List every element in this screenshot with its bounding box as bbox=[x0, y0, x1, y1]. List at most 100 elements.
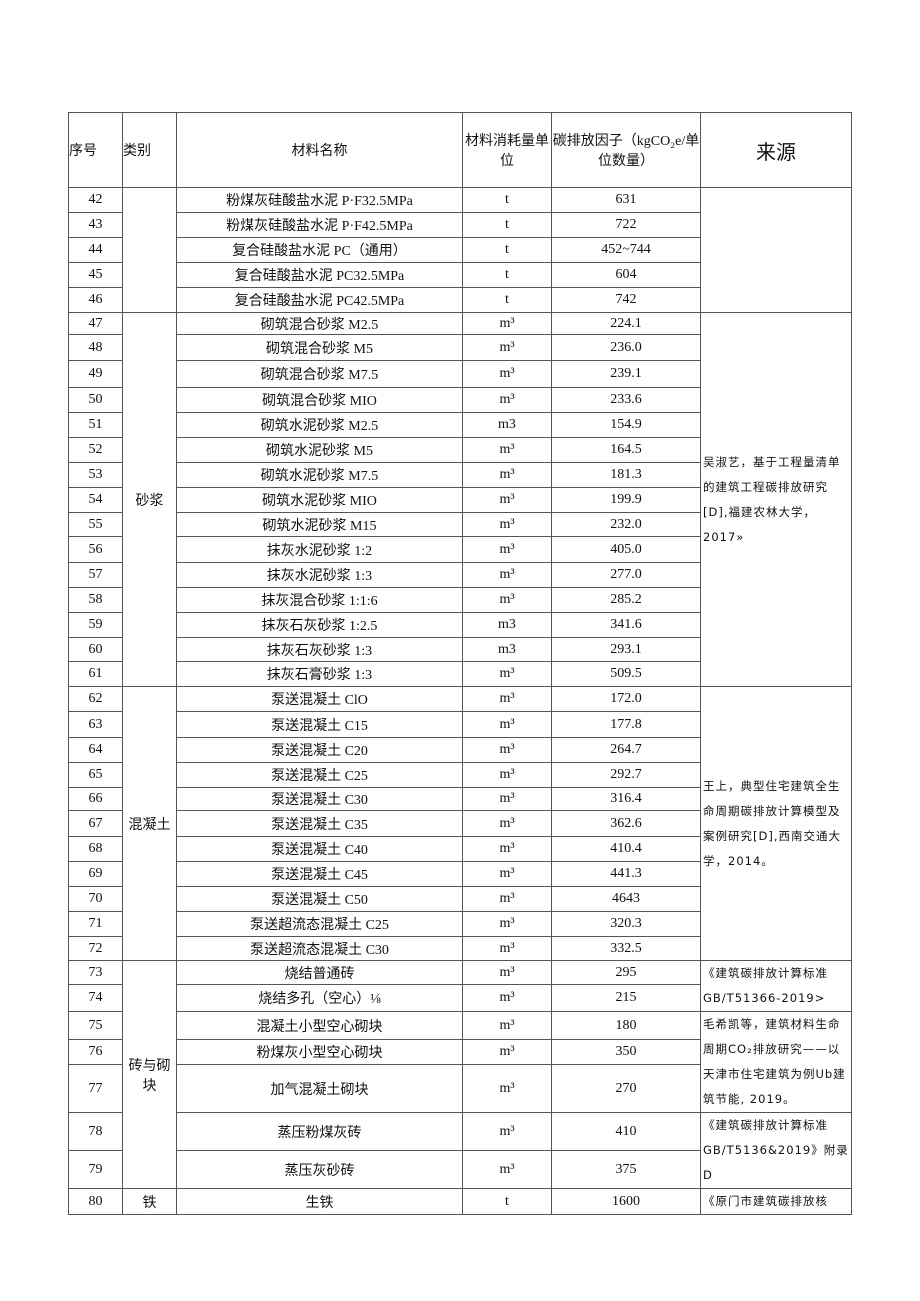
unit: m³ bbox=[462, 387, 552, 413]
row-number: 45 bbox=[68, 262, 123, 288]
material-name: 蒸压粉煤灰砖 bbox=[176, 1112, 463, 1151]
row-number: 59 bbox=[68, 612, 123, 638]
unit: m³ bbox=[462, 536, 552, 563]
material-name: 混凝土小型空心砌块 bbox=[176, 1010, 463, 1041]
material-name: 抹灰混合砂浆 1:1:6 bbox=[176, 587, 463, 613]
table-row: 73 砖与砌块 烧结普通砖 m³ 295 《建筑碳排放计算标准GB/T51366-2019… bbox=[68, 959, 852, 1189]
row-number: 77 bbox=[68, 1064, 123, 1113]
table-row: 67 泵送混凝土 C35 m³ 362.6 bbox=[68, 810, 852, 837]
header-no: 序号 bbox=[68, 112, 123, 188]
unit: m³ bbox=[462, 334, 552, 361]
carbon-factor: 154.9 bbox=[551, 412, 701, 438]
carbon-factor: 509.5 bbox=[551, 661, 701, 687]
row-number: 69 bbox=[68, 861, 123, 887]
unit: m³ bbox=[462, 1112, 552, 1151]
unit: t bbox=[462, 1188, 552, 1215]
unit: m³ bbox=[462, 959, 552, 986]
unit: m³ bbox=[462, 886, 552, 912]
material-name: 泵送混凝土 C30 bbox=[176, 787, 463, 811]
source-cell: 吴淑艺，基于工程量清单的建筑工程碳排放研究[D],福建农林大学，2017» bbox=[700, 312, 852, 687]
material-name: 复合硅酸盐水泥 PC32.5MPa bbox=[176, 262, 463, 288]
source-cell: 《建筑碳排放计算标准GB/T5136&2019》附录D bbox=[700, 1112, 852, 1189]
unit: m³ bbox=[462, 562, 552, 588]
material-name: 砌筑混合砂浆 M2.5 bbox=[176, 312, 463, 335]
material-name: 泵送混凝土 C20 bbox=[176, 737, 463, 763]
material-name: 泵送超流态混凝土 C30 bbox=[176, 936, 463, 961]
table-row: 55 砌筑水泥砂浆 M15 m³ 232.0 bbox=[68, 512, 852, 537]
carbon-factor: 375 bbox=[551, 1150, 701, 1189]
carbon-factor: 270 bbox=[551, 1064, 701, 1113]
material-name: 加气混凝土砌块 bbox=[176, 1064, 463, 1113]
table-row: 71 泵送超流态混凝土 C25 m³ 320.3 bbox=[68, 911, 852, 937]
table-row: 61 抹灰石膏砂浆 1:3 m³ 509.5 bbox=[68, 661, 852, 687]
unit: m³ bbox=[462, 487, 552, 513]
material-name: 复合硅酸盐水泥 PC42.5MPa bbox=[176, 287, 463, 313]
table-row: 72 泵送超流态混凝土 C30 m³ 332.5 bbox=[68, 936, 852, 961]
material-name: 粉煤灰小型空心砌块 bbox=[176, 1039, 463, 1066]
carbon-factor-table: 序号 类别 材料名称 材料消耗量单位 碳排放因子（kgCO₂e/单位数量） 来源… bbox=[68, 112, 852, 1215]
unit: m³ bbox=[462, 1039, 552, 1066]
header-factor: 碳排放因子（kgCO₂e/单位数量） bbox=[551, 112, 701, 188]
material-name: 抹灰石灰砂浆 1:3 bbox=[176, 637, 463, 662]
row-number: 47 bbox=[68, 312, 123, 335]
carbon-factor: 180 bbox=[551, 1010, 701, 1041]
unit: m³ bbox=[462, 512, 552, 537]
unit: m³ bbox=[462, 1064, 552, 1113]
header-name: 材料名称 bbox=[176, 112, 463, 188]
row-number: 52 bbox=[68, 437, 123, 463]
material-name: 粉煤灰硅酸盐水泥 P·F42.5MPa bbox=[176, 212, 463, 238]
table-row: 62 混凝土 泵送混凝土 ClO m³ 172.0 王上，典型住宅建筑全生命周期碳排放计算… bbox=[68, 686, 852, 961]
row-number: 50 bbox=[68, 387, 123, 413]
row-number: 58 bbox=[68, 587, 123, 613]
row-number: 79 bbox=[68, 1150, 123, 1189]
carbon-factor: 199.9 bbox=[551, 487, 701, 513]
carbon-factor: 316.4 bbox=[551, 787, 701, 811]
source-cell: 毛希凯等，建筑材料生命周期CO₂排放研究——以天津市住宅建筑为例Ub建筑节能, … bbox=[700, 1011, 852, 1113]
table-row: 60 抹灰石灰砂浆 1:3 m3 293.1 bbox=[68, 637, 852, 662]
unit: m3 bbox=[462, 612, 552, 638]
material-name: 抹灰石膏砂浆 1:3 bbox=[176, 661, 463, 687]
carbon-factor: 181.3 bbox=[551, 462, 701, 488]
row-number: 43 bbox=[68, 212, 123, 238]
table-row: 48 砌筑混合砂浆 M5 m³ 236.0 bbox=[68, 334, 852, 361]
table-row: 44 复合硅酸盐水泥 PC（通用） t 452~744 bbox=[68, 237, 852, 263]
unit: t bbox=[462, 262, 552, 288]
unit: m3 bbox=[462, 637, 552, 662]
carbon-factor: 742 bbox=[551, 287, 701, 313]
header-source: 来源 bbox=[700, 112, 852, 188]
carbon-factor: 320.3 bbox=[551, 911, 701, 937]
material-name: 烧结多孔（空心）⅛ bbox=[176, 984, 463, 1012]
unit: m³ bbox=[462, 911, 552, 937]
material-name: 复合硅酸盐水泥 PC（通用） bbox=[176, 237, 463, 263]
carbon-factor: 233.6 bbox=[551, 387, 701, 413]
carbon-factor: 285.2 bbox=[551, 587, 701, 613]
table-row: 46 复合硅酸盐水泥 PC42.5MPa t 742 bbox=[68, 287, 852, 313]
table-row: 78 蒸压粉煤灰砖 m³ 410 《建筑碳排放计算标准GB/T5136&2019》附录D bbox=[68, 1112, 852, 1189]
header-category: 类别 bbox=[122, 112, 177, 188]
table-row: 65 泵送混凝土 C25 m³ 292.7 bbox=[68, 762, 852, 788]
unit: m³ bbox=[462, 984, 552, 1012]
carbon-factor: 236.0 bbox=[551, 334, 701, 361]
carbon-factor: 239.1 bbox=[551, 360, 701, 388]
row-number: 48 bbox=[68, 334, 123, 361]
source-cell bbox=[700, 187, 852, 313]
material-name: 泵送混凝土 C45 bbox=[176, 861, 463, 887]
unit: t bbox=[462, 187, 552, 213]
table-row: 64 泵送混凝土 C20 m³ 264.7 bbox=[68, 737, 852, 763]
material-name: 砌筑水泥砂浆 M7.5 bbox=[176, 462, 463, 488]
row-number: 74 bbox=[68, 984, 123, 1012]
table-row: 63 泵送混凝土 C15 m³ 177.8 bbox=[68, 711, 852, 738]
material-name: 抹灰水泥砂浆 1:2 bbox=[176, 536, 463, 563]
table-row: 45 复合硅酸盐水泥 PC32.5MPa t 604 bbox=[68, 262, 852, 288]
row-number: 66 bbox=[68, 787, 123, 811]
carbon-factor: 295 bbox=[551, 959, 701, 986]
carbon-factor: 722 bbox=[551, 212, 701, 238]
material-name: 泵送混凝土 C25 bbox=[176, 762, 463, 788]
material-name: 蒸压灰砂砖 bbox=[176, 1150, 463, 1189]
category-cell: 混凝土 bbox=[122, 686, 177, 961]
row-number: 54 bbox=[68, 487, 123, 513]
carbon-factor: 405.0 bbox=[551, 536, 701, 563]
row-number: 80 bbox=[68, 1188, 123, 1215]
table-row: 77 加气混凝土砌块 m³ 270 bbox=[68, 1064, 852, 1113]
material-name: 泵送混凝土 C40 bbox=[176, 836, 463, 862]
